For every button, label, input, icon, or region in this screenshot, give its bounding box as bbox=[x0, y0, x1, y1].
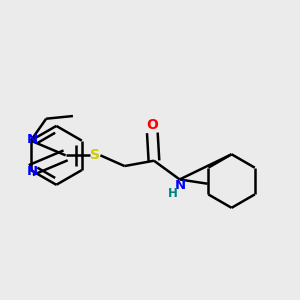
Text: N: N bbox=[26, 165, 38, 178]
Text: N: N bbox=[175, 179, 186, 192]
Text: O: O bbox=[146, 118, 158, 132]
Text: S: S bbox=[90, 148, 100, 162]
Text: H: H bbox=[168, 188, 178, 200]
Text: N: N bbox=[26, 133, 38, 146]
